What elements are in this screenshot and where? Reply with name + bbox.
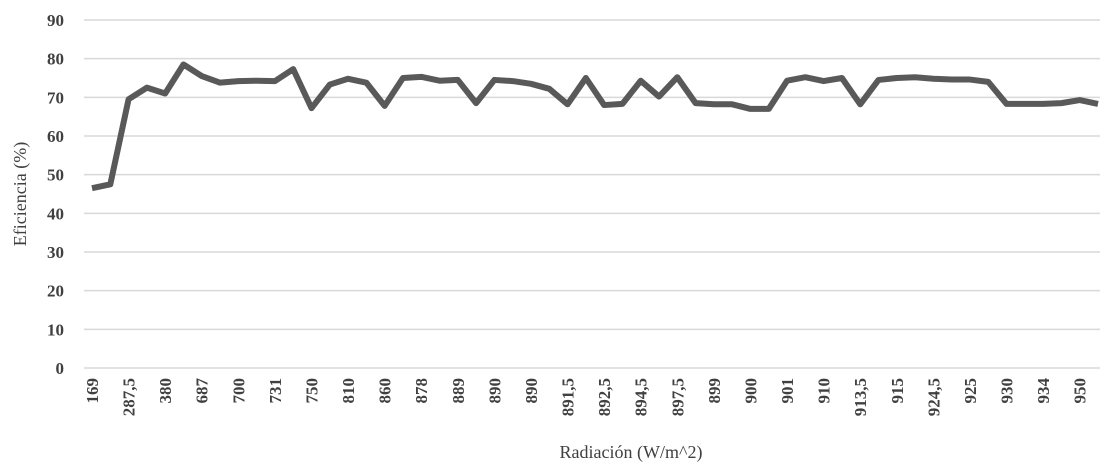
y-tick-label: 90 bbox=[47, 11, 64, 30]
x-tick-label: 731 bbox=[266, 378, 285, 404]
x-tick-label: 899 bbox=[705, 378, 724, 404]
y-tick-label: 70 bbox=[47, 88, 64, 107]
x-tick-label: 891,5 bbox=[559, 378, 578, 416]
x-tick-label: 287,5 bbox=[120, 378, 139, 416]
x-tick-label: 878 bbox=[412, 378, 431, 404]
x-tick-label: 934 bbox=[1034, 378, 1053, 404]
x-tick-label: 890 bbox=[522, 378, 541, 404]
x-tick-label: 910 bbox=[815, 378, 834, 404]
x-tick-label: 700 bbox=[229, 378, 248, 404]
x-tick-label: 889 bbox=[449, 378, 468, 404]
line bbox=[91, 61, 1099, 192]
x-tick-label: 894,5 bbox=[632, 378, 651, 416]
y-tick-label: 40 bbox=[47, 204, 64, 223]
x-tick-label: 810 bbox=[339, 378, 358, 404]
x-tick-label: 750 bbox=[302, 378, 321, 404]
y-tick-label: 50 bbox=[47, 166, 64, 185]
y-tick-label: 0 bbox=[56, 359, 65, 378]
x-tick-label: 890 bbox=[485, 378, 504, 404]
x-tick-label: 913,5 bbox=[851, 378, 870, 416]
y-tick-label: 30 bbox=[47, 243, 64, 262]
y-tick-label: 10 bbox=[47, 320, 64, 339]
y-tick-label: 60 bbox=[47, 127, 64, 146]
x-tick-label: 925 bbox=[961, 378, 980, 404]
x-tick-label: 930 bbox=[998, 378, 1017, 404]
x-tick-label: 380 bbox=[156, 378, 175, 404]
x-tick-label: 897,5 bbox=[668, 378, 687, 416]
x-tick-label: 860 bbox=[376, 378, 395, 404]
x-tick-label: 900 bbox=[741, 378, 760, 404]
y-axis-label: Eficiencia (%) bbox=[10, 142, 31, 246]
y-tick-label: 80 bbox=[47, 50, 64, 69]
y-tick-label: 20 bbox=[47, 282, 64, 301]
x-tick-label: 924,5 bbox=[924, 378, 943, 416]
x-axis-label: Radiación (W/m^2) bbox=[560, 442, 703, 463]
x-tick-label: 901 bbox=[778, 378, 797, 404]
x-tick-label: 915 bbox=[888, 378, 907, 404]
x-tick-label: 169 bbox=[83, 378, 102, 404]
x-tick-label: 687 bbox=[193, 378, 212, 404]
x-tick-label: 892,5 bbox=[595, 378, 614, 416]
x-tick-label: 950 bbox=[1071, 378, 1090, 404]
